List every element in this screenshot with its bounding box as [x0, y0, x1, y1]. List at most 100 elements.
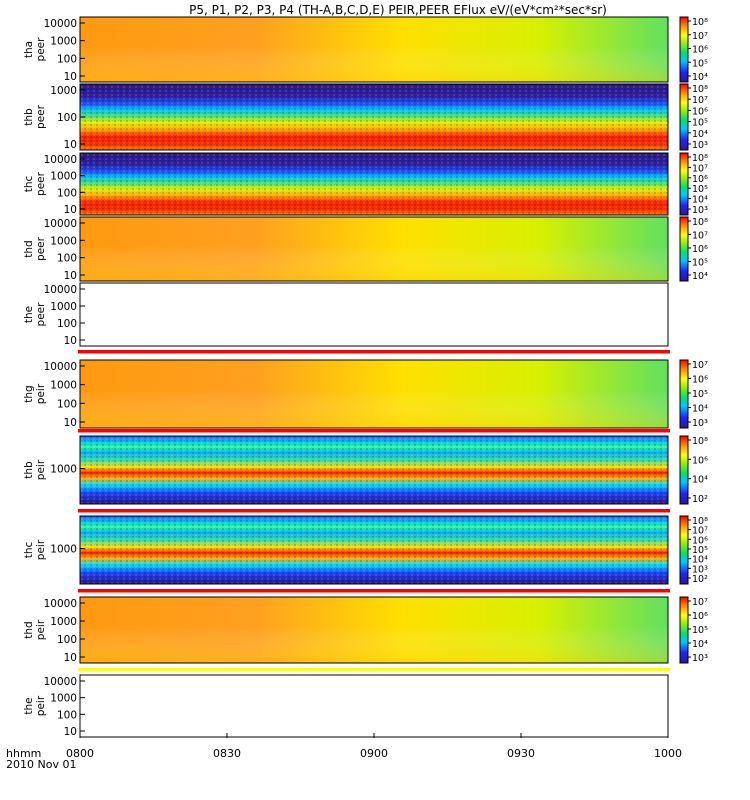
- colorbar-label: 10⁴: [692, 639, 708, 650]
- xtick-label: 0930: [507, 747, 535, 760]
- ylabel-product: peer: [35, 104, 47, 129]
- colorbar-label: 10⁵: [692, 545, 708, 556]
- panel-thd-peer: 10000 1000 100 10 thd peer 10⁸ 10⁷ 10⁶ 10⁵ 10⁴: [23, 216, 708, 282]
- ylabel-product: peir: [35, 619, 47, 640]
- panel-frame: [79, 674, 669, 738]
- ytick-label: 100: [57, 112, 77, 124]
- colorbar-label: 10⁸: [692, 516, 708, 527]
- colorbar: [679, 216, 689, 282]
- heatmap-noise: [80, 436, 668, 504]
- ytick-label: 10: [64, 270, 77, 282]
- time-label-date: 2010 Nov 01: [6, 758, 76, 771]
- ytick-label: 10: [64, 417, 77, 429]
- colorbar-label: 10³: [692, 418, 708, 429]
- ytick-label: 100: [57, 709, 77, 721]
- ytick-label: 100: [57, 398, 77, 410]
- ytick-label: 10: [64, 652, 77, 664]
- ylabel-product: peir: [35, 695, 47, 716]
- ytick-label: 10000: [44, 598, 77, 610]
- colorbar-label: 10⁸: [692, 17, 708, 28]
- colorbar-label: 10⁷: [692, 526, 708, 537]
- colorbar-label: 10³: [692, 205, 708, 216]
- colorbar: [679, 152, 689, 216]
- colorbar: [679, 596, 689, 664]
- colorbar-label: 10⁴: [692, 404, 708, 415]
- colorbar: [679, 435, 689, 505]
- separator-stripe: [78, 429, 670, 433]
- colorbar-label: 10³: [692, 140, 708, 151]
- colorbar-label: 10⁵: [692, 184, 708, 195]
- panel-thb-peir: 1000 thb peir 10⁸ 10⁶ 10⁴ 10²: [23, 435, 708, 505]
- heatmap-noise: [80, 516, 668, 584]
- panel-frame: [79, 152, 669, 216]
- ytick-label: 1000: [50, 85, 77, 97]
- xtick-label: 0900: [360, 747, 388, 760]
- ytick-label: 1000: [50, 693, 77, 705]
- colorbar-label: 10³: [692, 653, 708, 664]
- colorbar-label: 10⁷: [692, 231, 708, 242]
- panel-frame: [79, 216, 669, 282]
- ytick-label: 10: [64, 71, 77, 83]
- colorbar-label: 10⁷: [692, 95, 708, 106]
- panel-frame: [79, 282, 669, 347]
- heatmap-noise: [80, 153, 668, 215]
- separator-stripe: [78, 589, 670, 593]
- ytick-label: 1000: [50, 301, 77, 313]
- ytick-label: 100: [57, 318, 77, 330]
- colorbar-label: 10⁸: [692, 153, 708, 164]
- panel-frame: [79, 515, 669, 585]
- colorbar-label: 10⁴: [692, 475, 708, 486]
- ylabel-probe: thb: [23, 108, 35, 126]
- colorbar-label: 10⁵: [692, 625, 708, 636]
- colorbar-label: 10⁶: [692, 45, 708, 56]
- ylabel-probe: thd: [23, 240, 35, 257]
- colorbar-label: 10⁴: [692, 129, 708, 140]
- ytick-label: 10000: [44, 18, 77, 30]
- colorbar: [679, 359, 689, 429]
- panel-frame: [79, 359, 669, 429]
- ytick-label: 10000: [44, 218, 77, 230]
- time-label-hhmm: hhmm: [6, 747, 41, 760]
- separator-stripe: [78, 668, 670, 672]
- ytick-label: 100: [57, 253, 77, 265]
- ylabel-product: peer: [35, 302, 47, 327]
- xtick-label: 0830: [213, 747, 241, 760]
- colorbar-label: 10⁶: [692, 611, 708, 622]
- ylabel-probe: the: [23, 306, 35, 323]
- panel-the-peir: 10000 1000 100 10 the peir: [23, 674, 669, 738]
- colorbar-label: 10⁸: [692, 436, 708, 447]
- xtick-label: 0800: [66, 747, 94, 760]
- ytick-label: 10: [64, 139, 77, 151]
- ylabel-product: peer: [35, 236, 47, 261]
- colorbar-label: 10⁶: [692, 244, 708, 255]
- colorbar-label: 10³: [692, 564, 708, 575]
- ytick-label: 100: [57, 187, 77, 199]
- colorbar-label: 10⁶: [692, 455, 708, 466]
- colorbar: [679, 515, 689, 585]
- separator-stripe: [78, 350, 670, 354]
- chart-title: P5, P1, P2, P3, P4 (TH-A,B,C,D,E) PEIR,P…: [189, 3, 607, 17]
- ytick-label: 10000: [44, 154, 77, 166]
- ytick-label: 100: [57, 53, 77, 65]
- heatmap-shade: [80, 360, 668, 428]
- xtick-label: 1000: [654, 747, 682, 760]
- ytick-label: 10000: [44, 361, 77, 373]
- ytick-label: 10000: [44, 676, 77, 688]
- ytick-label: 10: [64, 726, 77, 738]
- colorbar-label: 10²: [692, 494, 708, 505]
- panel-frame: [79, 16, 669, 83]
- heatmap-shade: [80, 17, 668, 82]
- ylabel-product: peir: [35, 539, 47, 560]
- ylabel-product: peer: [35, 171, 47, 196]
- colorbar-label: 10⁴: [692, 72, 708, 83]
- colorbar-label: 10⁷: [692, 597, 708, 608]
- ylabel-product: peer: [35, 37, 47, 62]
- time-axis: 0800 0830 0900 0930 1000: [66, 733, 682, 760]
- colorbar-label: 10⁴: [692, 555, 708, 566]
- ylabel-probe: thc: [23, 176, 35, 193]
- colorbar-label: 10⁷: [692, 31, 708, 42]
- ylabel-probe: the: [23, 697, 35, 714]
